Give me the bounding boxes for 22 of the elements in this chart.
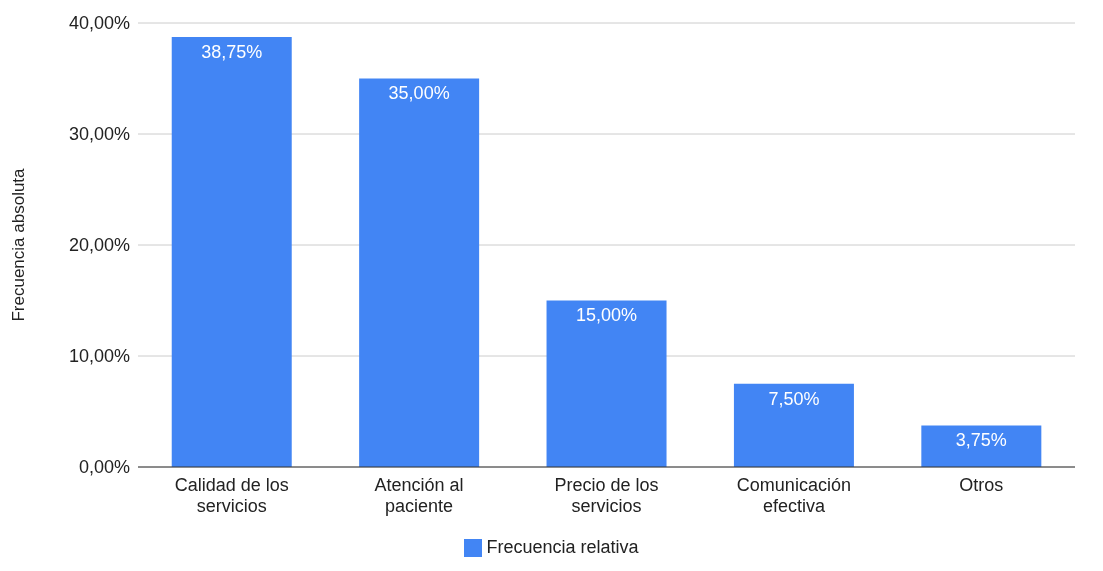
data-label: 3,75% [955,430,1007,451]
y-tick-label: 10,00% [68,346,130,367]
bar [546,300,667,467]
data-label: 38,75% [201,41,263,62]
y-axis-title: Frecuencia absoluta [9,167,29,322]
bar [921,425,1042,467]
data-label: 15,00% [576,305,638,326]
x-tick-label: Comunicación efectiva [736,475,851,516]
y-tick-label: 20,00% [68,235,130,256]
bar [359,78,480,467]
bar [171,36,292,467]
y-tick-label: 30,00% [68,124,130,145]
x-tick-label: Precio de los servicios [554,475,659,516]
legend-label: Frecuencia relativa [486,537,639,557]
y-tick-label: 0,00% [78,457,130,478]
data-label: 7,50% [768,388,820,409]
x-tick-label: Atención al paciente [374,475,464,516]
x-tick-label: Otros [959,475,1004,495]
data-label: 35,00% [388,83,450,104]
x-tick-label: Calidad de los servicios [174,475,289,516]
y-tick-label: 40,00% [68,13,130,34]
bar [733,383,854,467]
